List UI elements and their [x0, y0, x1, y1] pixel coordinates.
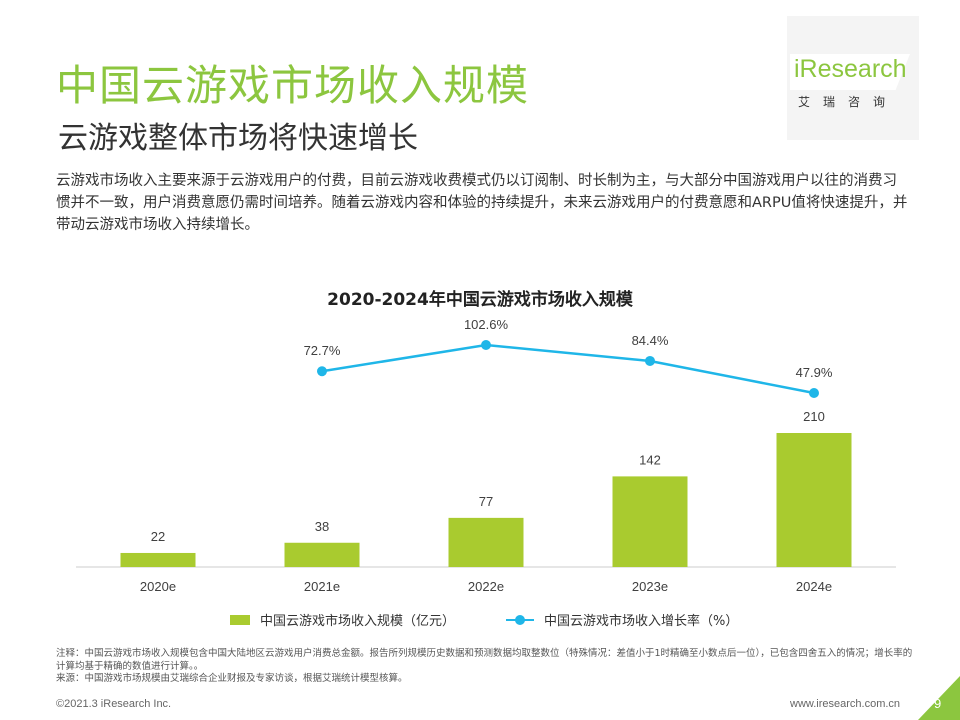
bar-2024e	[776, 433, 852, 567]
legend-item-growth: 中国云游戏市场收入增长率（%）	[506, 610, 738, 629]
note-annotation: 注释：中国云游戏市场收入规模包含中国大陆地区云游戏用户消费总金额。报告所列规模历…	[56, 648, 913, 672]
footer-copyright: ©2021.3 iResearch Inc.	[56, 698, 172, 710]
growth-label-2021e: 72.7%	[304, 343, 341, 358]
bar-label-2020e: 22	[151, 529, 165, 544]
page-title: 中国云游戏市场收入规模	[56, 61, 530, 110]
x-tick-label-2024e: 2024e	[796, 579, 832, 594]
growth-label-2022e: 102.6%	[464, 317, 509, 332]
x-tick-label-2020e: 2020e	[140, 579, 176, 594]
x-tick-label-2022e: 2022e	[468, 579, 504, 594]
bar-2023e	[612, 476, 688, 567]
legend-line-swatch	[506, 614, 534, 625]
bar-2020e	[120, 552, 196, 567]
legend-bar-swatch	[230, 614, 250, 625]
page-number: 9	[934, 696, 942, 711]
growth-label-2023e: 84.4%	[632, 333, 669, 348]
footer-url[interactable]: www.iresearch.com.cn	[790, 698, 901, 710]
growth-label-2024e: 47.9%	[796, 365, 833, 380]
legend-label-growth: 中国云游戏市场收入增长率（%）	[544, 614, 739, 629]
bar-2021e	[284, 542, 360, 567]
bar-label-2023e: 142	[639, 452, 661, 467]
x-tick-label-2023e: 2023e	[632, 579, 668, 594]
bar-label-2024e: 210	[803, 409, 825, 424]
logo-subtitle: 艾瑞咨询	[798, 95, 899, 109]
legend-item-revenue: 中国云游戏市场收入规模（亿元）	[230, 610, 455, 629]
bar-2022e	[448, 517, 524, 567]
logo-band	[790, 54, 910, 90]
chart-legend: 中国云游戏市场收入规模（亿元） 中国云游戏市场收入增长率（%）	[230, 610, 750, 632]
growth-line	[321, 343, 815, 395]
growth-point-2023e	[645, 355, 655, 366]
description-paragraph: 云游戏市场收入主要来源于云游戏用户的付费，目前云游戏收费模式仍以订阅制、时长制为…	[56, 173, 908, 233]
notes: 注释：中国云游戏市场收入规模包含中国大陆地区云游戏用户消费总金额。报告所列规模历…	[56, 648, 916, 686]
logo-name: iResearch	[794, 55, 907, 83]
growth-point-2022e	[481, 340, 491, 350]
growth-point-2024e	[809, 388, 819, 398]
chart-title: 2020-2024年中国云游戏市场收入规模	[327, 290, 633, 310]
bar-label-2021e: 38	[315, 519, 329, 534]
note-source: 来源：中国游戏市场规模由艾瑞综合企业财报及专家访谈，根据艾瑞统计模型核算。	[56, 673, 408, 684]
x-tick-label-2021e: 2021e	[304, 579, 340, 594]
legend-label-revenue: 中国云游戏市场收入规模（亿元）	[260, 614, 456, 629]
growth-point-2021e	[317, 366, 327, 377]
bar-label-2022e: 77	[479, 494, 493, 509]
page-subtitle: 云游戏整体市场将快速增长	[58, 121, 418, 156]
